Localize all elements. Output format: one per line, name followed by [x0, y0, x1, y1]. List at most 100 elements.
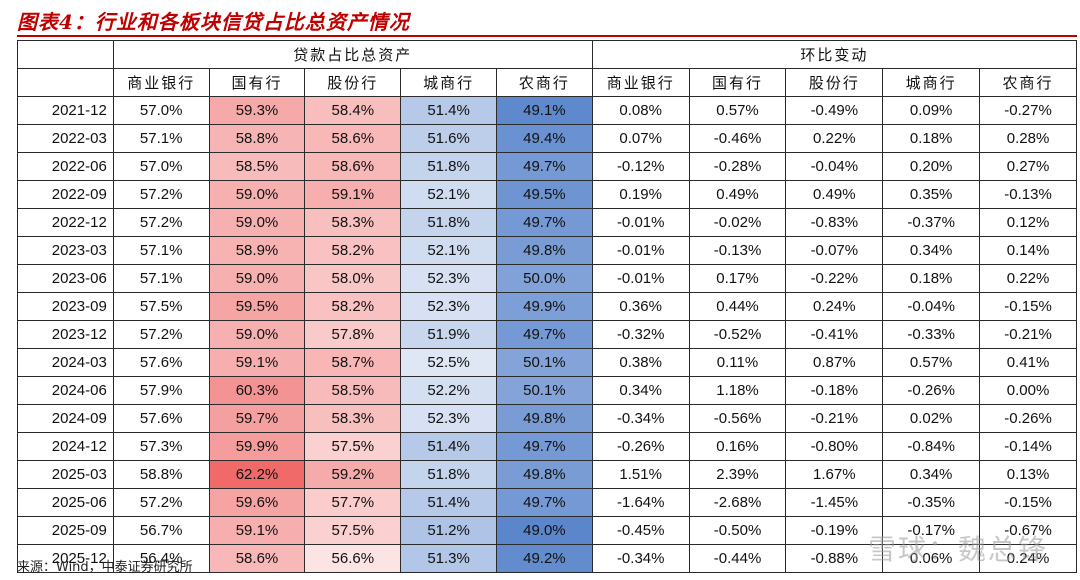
share-cell: 59.3%	[208, 96, 306, 125]
table-body: 2021-12 57.0% 59.3% 58.4% 51.4% 49.1% 0.08% 0.5…	[17, 96, 1077, 573]
share-cell: 49.2%	[495, 544, 593, 573]
change-cell: 2.39%	[688, 460, 787, 489]
share-cell: 52.2%	[400, 376, 497, 405]
table-row: 2024-06 57.9% 60.3% 58.5% 52.2% 50.1% 0.34% 1.1…	[17, 376, 1077, 405]
header-date-cell	[17, 68, 114, 97]
share-cell: 49.8%	[495, 404, 593, 433]
share-cell: 58.5%	[208, 152, 306, 181]
share-cell: 51.8%	[400, 152, 497, 181]
change-cell: -0.37%	[882, 208, 981, 237]
row-period: 2024-09	[17, 404, 114, 433]
row-period: 2022-12	[17, 208, 114, 237]
change-cell: 0.36%	[591, 292, 690, 321]
change-cell: -0.80%	[785, 432, 884, 461]
change-cell: -0.26%	[591, 432, 690, 461]
share-cell: 58.2%	[304, 292, 402, 321]
share-cell: 57.0%	[112, 152, 210, 181]
row-period: 2022-06	[17, 152, 114, 181]
share-cell: 58.3%	[304, 404, 402, 433]
row-period: 2022-09	[17, 180, 114, 209]
change-column-header: 城商行	[882, 68, 981, 97]
row-period: 2021-12	[17, 96, 114, 125]
change-cell: -0.12%	[591, 152, 690, 181]
change-cell: -0.27%	[979, 96, 1077, 125]
share-cell: 56.6%	[304, 544, 402, 573]
change-cell: 0.49%	[785, 180, 884, 209]
change-cell: 0.18%	[882, 264, 981, 293]
share-cell: 51.8%	[400, 460, 497, 489]
share-cell: 59.0%	[208, 208, 306, 237]
share-cell: 49.7%	[495, 208, 593, 237]
change-cell: -0.50%	[688, 516, 787, 545]
share-cell: 57.6%	[112, 348, 210, 377]
change-cell: -0.13%	[688, 236, 787, 265]
change-cell: 0.22%	[979, 264, 1077, 293]
table-row: 2022-06 57.0% 58.5% 58.6% 51.8% 49.7% -0.12% -0…	[17, 152, 1077, 181]
share-cell: 49.0%	[495, 516, 593, 545]
change-cell: -0.32%	[591, 320, 690, 349]
table-row: 2025-09 56.7% 59.1% 57.5% 51.2% 49.0% -0.45% -0…	[17, 516, 1077, 545]
change-cell: 0.28%	[979, 124, 1077, 153]
share-cell: 57.2%	[112, 320, 210, 349]
share-cell: 57.2%	[112, 180, 210, 209]
share-cell: 57.2%	[112, 208, 210, 237]
share-cell: 57.1%	[112, 264, 210, 293]
share-cell: 50.0%	[495, 264, 593, 293]
change-column-header: 商业银行	[591, 68, 690, 97]
change-cell: 0.41%	[979, 348, 1077, 377]
change-cell: 0.00%	[979, 376, 1077, 405]
share-cell: 57.8%	[304, 320, 402, 349]
change-cell: -0.17%	[882, 516, 981, 545]
share-cell: 49.5%	[495, 180, 593, 209]
row-period: 2024-06	[17, 376, 114, 405]
change-cell: 0.49%	[688, 180, 787, 209]
share-cell: 50.1%	[495, 376, 593, 405]
change-cell: 0.34%	[882, 460, 981, 489]
share-cell: 58.3%	[304, 208, 402, 237]
watermark: 雪球：魏总锋	[867, 533, 1048, 566]
change-cell: 0.18%	[882, 124, 981, 153]
change-cell: 0.22%	[785, 124, 884, 153]
change-cell: -0.46%	[688, 124, 787, 153]
change-cell: -0.44%	[688, 544, 787, 573]
share-cell: 56.4%	[112, 544, 210, 573]
change-cell: -0.52%	[688, 320, 787, 349]
share-cell: 50.1%	[495, 348, 593, 377]
change-cell: -0.02%	[688, 208, 787, 237]
share-cell: 58.4%	[304, 96, 402, 125]
change-cell: 1.67%	[785, 460, 884, 489]
share-cell: 51.8%	[400, 208, 497, 237]
change-cell: 0.13%	[979, 460, 1077, 489]
share-cell: 52.5%	[400, 348, 497, 377]
change-cell: -0.26%	[979, 404, 1077, 433]
row-period: 2023-03	[17, 236, 114, 265]
change-cell: -0.22%	[785, 264, 884, 293]
share-cell: 57.0%	[112, 96, 210, 125]
share-cell: 52.3%	[400, 264, 497, 293]
change-cell: 0.57%	[688, 96, 787, 125]
share-cell: 51.4%	[400, 488, 497, 517]
row-period: 2025-03	[17, 460, 114, 489]
header-corner	[17, 40, 114, 69]
change-cell: -0.21%	[979, 320, 1077, 349]
share-cell: 58.7%	[304, 348, 402, 377]
change-cell: -0.15%	[979, 292, 1077, 321]
table-row: 2023-09 57.5% 59.5% 58.2% 52.3% 49.9% 0.36% 0.4…	[17, 292, 1077, 321]
change-cell: -0.34%	[591, 404, 690, 433]
share-cell: 57.7%	[304, 488, 402, 517]
row-period: 2023-06	[17, 264, 114, 293]
change-cell: -0.83%	[785, 208, 884, 237]
figure-title: 图表4：行业和各板块信贷占比总资产情况	[17, 10, 410, 34]
share-cell: 57.6%	[112, 404, 210, 433]
share-cell: 59.7%	[208, 404, 306, 433]
change-cell: 0.38%	[591, 348, 690, 377]
share-cell: 58.8%	[208, 124, 306, 153]
change-cell: -0.67%	[979, 516, 1077, 545]
change-cell: -0.15%	[979, 488, 1077, 517]
row-period: 2023-09	[17, 292, 114, 321]
share-column-header: 农商行	[495, 68, 593, 97]
share-cell: 58.8%	[112, 460, 210, 489]
share-column-header: 城商行	[400, 68, 497, 97]
share-cell: 51.3%	[400, 544, 497, 573]
change-cell: 0.17%	[688, 264, 787, 293]
